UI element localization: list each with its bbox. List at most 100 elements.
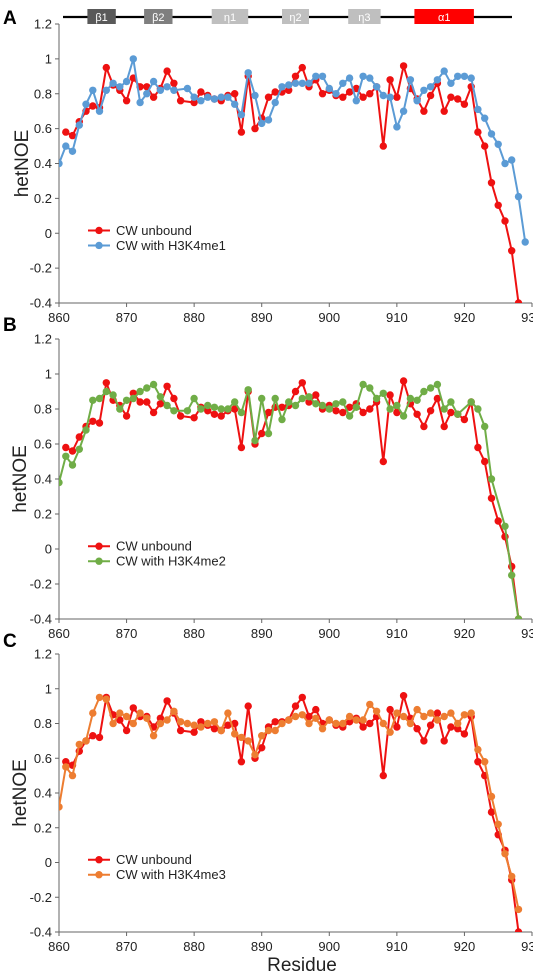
data-point (447, 79, 455, 88)
data-point (89, 709, 97, 717)
data-point (237, 128, 246, 136)
x-tick-label: 870 (116, 310, 138, 325)
x-tick-label: 880 (183, 939, 205, 954)
data-point (258, 429, 266, 438)
y-tick-label: 0.6 (34, 751, 52, 766)
data-point (237, 758, 246, 766)
data-point (95, 693, 104, 702)
y-tick-label: 0 (45, 542, 52, 557)
data-point (352, 403, 360, 411)
y-tick-label: 1 (45, 367, 52, 382)
data-point (224, 721, 232, 729)
data-point (413, 705, 421, 714)
data-point (231, 405, 239, 413)
data-point (345, 403, 354, 411)
y-tick-label: -0.4 (30, 296, 52, 311)
series-me3 (59, 693, 523, 914)
y-tick-label: 0.8 (34, 716, 52, 731)
data-point (251, 436, 259, 445)
data-point (190, 721, 198, 729)
legend-label: CW unbound (116, 852, 192, 867)
data-point (474, 128, 482, 136)
data-point (62, 758, 70, 766)
data-point (278, 403, 286, 411)
data-point (89, 102, 97, 110)
x-tick-label: 860 (48, 939, 70, 954)
data-point (494, 140, 502, 148)
data-point (149, 380, 158, 389)
x-tick-label: 910 (386, 310, 408, 325)
data-point (102, 387, 111, 396)
data-point (190, 728, 198, 736)
data-point (183, 719, 192, 728)
data-point (406, 719, 415, 728)
data-point (89, 396, 97, 404)
data-point (399, 62, 408, 70)
data-point (481, 114, 489, 122)
data-point (224, 709, 232, 717)
data-point (339, 93, 347, 101)
data-point (420, 86, 428, 95)
data-point (258, 119, 266, 128)
legend-label: CW unbound (116, 539, 192, 554)
data-point (339, 719, 347, 728)
data-point (82, 426, 90, 434)
data-point (406, 76, 415, 84)
data-point (244, 737, 252, 745)
data-point (399, 412, 408, 420)
data-point (433, 394, 442, 403)
data-point (345, 712, 354, 721)
data-point (474, 405, 482, 413)
data-point (399, 107, 408, 115)
y-tick-label: -0.4 (30, 612, 52, 627)
data-point (251, 751, 259, 759)
data-point (325, 84, 333, 93)
data-point (271, 726, 279, 735)
data-point (467, 74, 475, 82)
data-point (379, 91, 387, 100)
legend-label: CW with H3K4me1 (116, 238, 226, 253)
data-point (474, 758, 482, 766)
data-point (197, 405, 205, 413)
data-point (399, 377, 408, 385)
data-point (426, 384, 435, 392)
data-point (440, 737, 448, 745)
data-point (264, 116, 273, 124)
panel-c: -0.4 -0.2 0 0.2 0.4 0.6 0.8 1 1.2 860 870 880 890 900… (3, 631, 533, 954)
data-point (487, 792, 496, 801)
panel-a: -0.4 -0.2 0 0.2 0.4 0.6 0.8 1 1.2 860 870 880 890 900… (3, 8, 533, 325)
data-point (440, 405, 448, 413)
data-point (352, 97, 360, 105)
data-point (68, 131, 77, 140)
data-point (285, 81, 293, 89)
ss-box (348, 9, 381, 24)
data-point (210, 725, 219, 733)
data-point (129, 55, 137, 63)
y-tick-label: 1.2 (34, 332, 52, 347)
data-point (345, 412, 354, 420)
y-tick-label: 0.4 (34, 786, 52, 801)
data-point (481, 758, 489, 766)
ss-label: α1 (438, 12, 450, 24)
ss-box (282, 9, 309, 24)
data-point (372, 707, 381, 715)
data-point (149, 77, 158, 86)
data-point (413, 725, 421, 733)
data-point (183, 84, 192, 93)
data-point (170, 79, 178, 88)
data-point (75, 121, 84, 129)
data-point (217, 412, 225, 420)
data-point (59, 803, 63, 811)
data-point (420, 387, 428, 396)
data-point (116, 716, 124, 724)
ss-label: η3 (358, 12, 370, 24)
data-point (447, 408, 455, 417)
legend-marker (95, 856, 103, 864)
data-point (197, 97, 205, 105)
data-point (204, 401, 212, 410)
data-point (494, 201, 502, 209)
data-point (89, 417, 97, 425)
data-point (481, 422, 489, 431)
data-point (413, 410, 421, 418)
data-point (339, 79, 347, 88)
